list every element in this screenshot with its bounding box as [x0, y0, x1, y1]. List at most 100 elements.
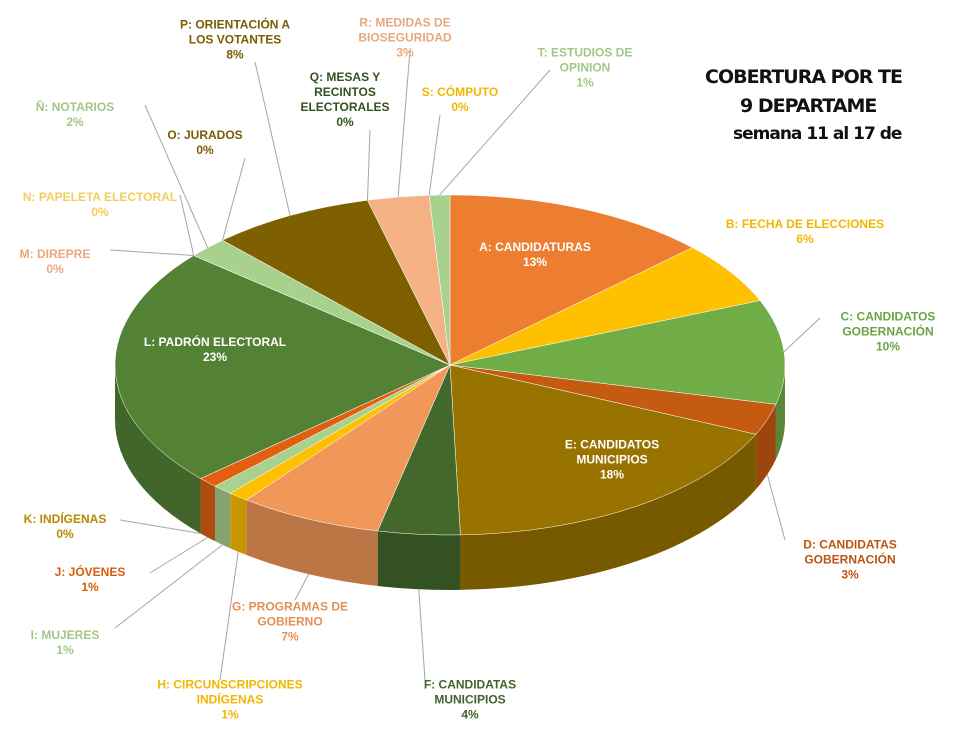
slice: [449, 300, 786, 405]
slice-side: [200, 478, 215, 542]
value-label: 6%: [796, 232, 814, 246]
leader-line: [428, 114, 441, 196]
data-label: T: ESTUDIOS DE OPINION 1%: [525, 46, 645, 91]
category-label: R: MEDIDAS DE BIOSEGURIDAD: [358, 15, 452, 45]
value-label: 1%: [576, 75, 594, 90]
leader-line: [119, 519, 201, 534]
leader-line: [397, 49, 411, 198]
leader-line: [149, 536, 208, 574]
category-label: G: PROGRAMAS DE GOBIERNO: [231, 599, 348, 629]
data-label: P: ORIENTACIÓN A LOS VOTANTES 8%: [170, 18, 300, 63]
data-label: H: CIRCUNSCRIPCIONES INDÍGENAS 1%: [130, 678, 330, 723]
data-label: J: JÓVENES 1%: [40, 565, 140, 595]
category-label: O: JURADOS: [167, 128, 243, 142]
leader-line: [294, 573, 310, 601]
slice-side: [230, 493, 247, 556]
data-label: C: CANDIDATOS GOBERNACIÓN 10%: [823, 310, 953, 355]
category-label: T: ESTUDIOS DE OPINION: [537, 45, 633, 75]
category-label: C: CANDIDATOS GOBERNACIÓN: [840, 309, 936, 339]
data-label: D: CANDIDATAS GOBERNACIÓN 3%: [785, 538, 915, 583]
data-label: K: INDÍGENAS 0%: [15, 512, 115, 542]
category-label: P: ORIENTACIÓN A LOS VOTANTES: [180, 17, 290, 47]
data-label: A: CANDIDATURAS 13%: [455, 240, 615, 270]
data-label: O: JURADOS 0%: [155, 128, 255, 158]
data-label: M: DIREPRE 0%: [5, 247, 105, 277]
value-label: 3%: [841, 567, 859, 582]
value-label: 2%: [66, 115, 84, 129]
slice-side: [755, 404, 776, 490]
slice: [449, 364, 757, 536]
chart-subtitle: semana 11 al 17 de: [733, 124, 902, 144]
leader-line: [766, 474, 786, 541]
data-label: F: CANDIDATAS MUNICIPIOS 4%: [405, 678, 535, 723]
slice: [221, 199, 451, 366]
category-label: I: MUJERES: [30, 628, 100, 642]
category-label: Ñ: NOTARIOS: [35, 100, 115, 114]
leader-line: [254, 61, 291, 216]
leader-line: [144, 104, 209, 248]
value-label: 0%: [336, 115, 354, 129]
value-label: 0%: [451, 100, 469, 114]
slice: [449, 247, 761, 366]
slice-side: [246, 500, 378, 586]
category-label: F: CANDIDATAS MUNICIPIOS: [423, 677, 517, 707]
slice: [114, 255, 451, 479]
data-label: N: PAPELETA ELECTORAL 0%: [0, 190, 200, 220]
leader-line: [114, 544, 223, 629]
value-label: 13%: [522, 255, 548, 269]
value-label: 0%: [56, 527, 74, 541]
slice-side: [775, 365, 785, 460]
value-label: 8%: [226, 47, 244, 62]
data-label: Ñ: NOTARIOS 2%: [15, 100, 135, 130]
category-label: M: DIREPRE: [19, 247, 91, 261]
data-label: I: MUJERES 1%: [15, 628, 115, 658]
category-label: A: CANDIDATURAS: [479, 240, 591, 254]
value-label: 23%: [202, 350, 228, 364]
category-label: H: CIRCUNSCRIPCIONES INDÍGENAS: [157, 677, 303, 707]
value-label: 1%: [221, 707, 239, 722]
data-label: G: PROGRAMAS DE GOBIERNO 7%: [215, 600, 365, 645]
category-label: K: INDÍGENAS: [23, 512, 107, 526]
category-label: B: FECHA DE ELECCIONES: [725, 217, 885, 231]
value-label: 1%: [56, 643, 74, 657]
slice-side: [115, 365, 201, 534]
leader-line: [179, 194, 195, 256]
data-label: L: PADRÓN ELECTORAL 23%: [115, 335, 315, 365]
category-label: N: PAPELETA ELECTORAL: [22, 190, 178, 204]
leader-line: [783, 317, 821, 353]
data-label: R: MEDIDAS DE BIOSEGURIDAD 3%: [340, 16, 470, 61]
value-label: 1%: [81, 580, 99, 594]
category-label: D: CANDIDATAS GOBERNACIÓN: [803, 537, 897, 567]
slice: [449, 194, 693, 366]
value-label: 0%: [196, 143, 214, 157]
leader-line: [219, 551, 239, 681]
category-label: S: CÓMPUTO: [421, 85, 499, 99]
data-label: B: FECHA DE ELECCIONES 6%: [705, 217, 905, 247]
value-label: 18%: [599, 467, 625, 482]
slice: [245, 364, 451, 532]
value-label: 3%: [396, 45, 414, 60]
data-label: S: CÓMPUTO 0%: [410, 85, 510, 115]
leader-line: [439, 69, 551, 196]
category-label: L: PADRÓN ELECTORAL: [143, 335, 287, 349]
category-label: Q: MESAS Y RECINTOS ELECTORALES: [300, 70, 390, 114]
slice-side: [377, 530, 461, 590]
slice-side: [460, 434, 756, 590]
chart-title: COBERTURA POR TE: [705, 66, 903, 88]
value-label: 10%: [875, 339, 901, 354]
value-label: 4%: [461, 707, 479, 722]
value-label: 0%: [46, 262, 64, 276]
leader-line: [109, 249, 194, 257]
chart-title: 9 DEPARTAME: [740, 95, 877, 117]
leader-line: [418, 589, 426, 681]
value-label: 0%: [91, 205, 109, 219]
data-label: E: CANDIDATOS MUNICIPIOS 18%: [547, 438, 677, 483]
leader-line: [222, 157, 246, 241]
slice-side: [214, 486, 231, 549]
leader-line: [366, 129, 371, 201]
category-label: E: CANDIDATOS MUNICIPIOS: [564, 437, 660, 467]
data-label: Q: MESAS Y RECINTOS ELECTORALES 0%: [295, 70, 395, 130]
category-label: J: JÓVENES: [54, 565, 126, 579]
